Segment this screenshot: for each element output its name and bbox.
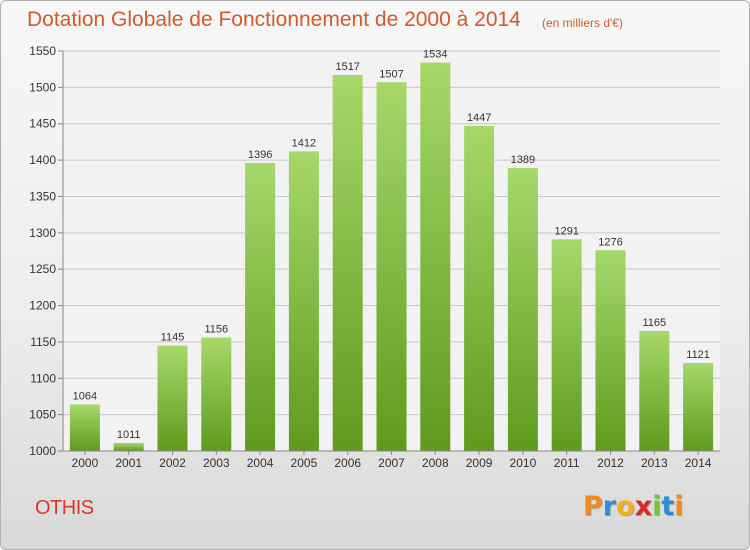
data-label-2002: 1145 xyxy=(161,332,185,344)
data-label-2013: 1165 xyxy=(642,317,666,329)
bar-2008 xyxy=(420,62,451,452)
y-tick-label: 1150 xyxy=(30,335,56,349)
x-tick-label: 2014 xyxy=(685,456,712,470)
data-label-2008: 1534 xyxy=(423,49,447,61)
y-tick-label: 1550 xyxy=(29,44,56,58)
x-tick-label: 2011 xyxy=(554,456,580,470)
x-axis: 2000 2001 2002 2003 2004 2005 2006 2007 2008 2009… xyxy=(63,450,720,470)
data-label-2010: 1389 xyxy=(511,154,535,166)
data-label-2003: 1156 xyxy=(204,324,228,336)
data-label-2012: 1276 xyxy=(598,236,622,248)
bar-2004 xyxy=(245,163,276,451)
data-label-2001: 1011 xyxy=(117,429,141,441)
x-tick-label: 2013 xyxy=(641,456,668,470)
bars xyxy=(69,62,714,452)
chart-title: Dotation Globale de Fonctionnement de 20… xyxy=(27,8,521,31)
y-tick-label: 1250 xyxy=(29,262,56,276)
y-tick-label: 1000 xyxy=(29,444,56,458)
y-tick-label: 1100 xyxy=(30,371,56,385)
data-label-2011: 1291 xyxy=(554,225,578,237)
logo-letter: P xyxy=(583,491,603,522)
x-tick-label: 2010 xyxy=(510,456,537,470)
data-label-2014: 1121 xyxy=(686,349,710,361)
bar-2007 xyxy=(376,82,407,451)
x-tick-label: 2002 xyxy=(159,456,186,470)
x-tick-label: 2000 xyxy=(72,456,99,470)
bar-2013 xyxy=(639,331,670,451)
data-labels: 1064 1011 1145 1156 1396 1412 1517 1507 1534 1447… xyxy=(73,49,710,441)
logo-letter: i xyxy=(674,491,684,522)
y-tick-label: 1300 xyxy=(29,226,56,240)
bar-2012 xyxy=(595,250,626,451)
x-tick-label: 2008 xyxy=(422,456,449,470)
y-tick-label: 1200 xyxy=(29,299,56,313)
y-tick-label: 1050 xyxy=(29,408,56,422)
data-label-2006: 1517 xyxy=(335,61,359,73)
logo-letter: t xyxy=(661,491,675,522)
x-tick-label: 2004 xyxy=(247,456,274,470)
bar-2000 xyxy=(69,404,100,451)
data-label-2007: 1507 xyxy=(379,68,403,80)
x-tick-label: 2007 xyxy=(378,456,405,470)
commune-name: OTHIS xyxy=(35,497,94,519)
x-tick-label: 2003 xyxy=(203,456,230,470)
x-tick-label: 2009 xyxy=(466,456,493,470)
data-label-2004: 1396 xyxy=(248,149,272,161)
x-tick-label: 2001 xyxy=(115,456,142,470)
y-tick-label: 1400 xyxy=(29,153,56,167)
y-axis: 1000 1050 1100 1150 1200 1250 1300 1350 1400 1450… xyxy=(29,44,64,458)
bar-2001 xyxy=(113,443,144,451)
data-label-2000: 1064 xyxy=(73,390,97,402)
chart-subtitle: (en milliers d'€) xyxy=(542,16,623,30)
bar-2002 xyxy=(157,345,188,451)
y-tick-label: 1500 xyxy=(29,80,56,94)
bar-2003 xyxy=(201,337,232,451)
logo-letter: r xyxy=(602,491,617,522)
bar-2009 xyxy=(464,125,495,451)
logo-letter: x xyxy=(634,491,653,522)
bar-2005 xyxy=(288,151,319,451)
y-tick-label: 1450 xyxy=(29,117,56,131)
bar-2011 xyxy=(551,239,582,451)
data-label-2005: 1412 xyxy=(292,137,316,149)
logo-letter: o xyxy=(616,491,635,522)
x-tick-label: 2012 xyxy=(597,456,624,470)
bar-2006 xyxy=(332,75,363,451)
bar-2010 xyxy=(507,168,538,451)
bar-2014 xyxy=(683,363,714,451)
x-tick-label: 2006 xyxy=(334,456,361,470)
proxiti-logo[interactable]: Proxiti xyxy=(583,491,684,522)
y-tick-label: 1350 xyxy=(29,189,56,203)
logo-letter: i xyxy=(652,491,662,522)
data-label-2009: 1447 xyxy=(467,112,491,124)
x-tick-label: 2005 xyxy=(291,456,318,470)
